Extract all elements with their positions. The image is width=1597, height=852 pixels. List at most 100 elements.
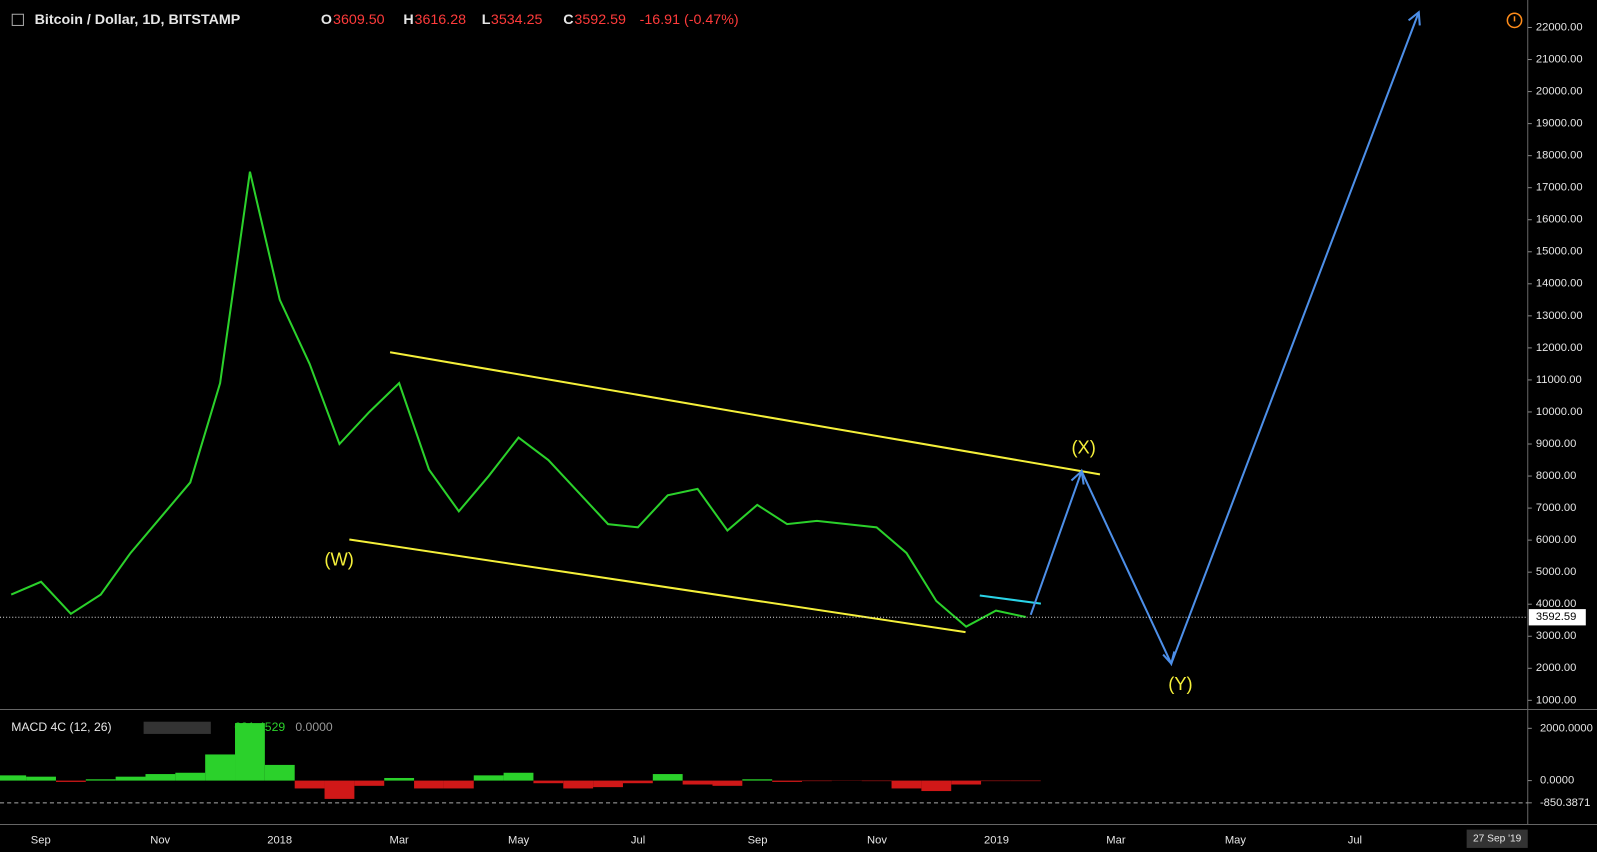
- projection-arrow: [1029, 11, 1420, 667]
- macd-bar: [652, 774, 683, 781]
- macd-bar: [324, 780, 355, 799]
- y-tick-label: 20000.00: [1536, 86, 1583, 98]
- macd-bar: [712, 780, 743, 786]
- date-label: 27 Sep '19: [1473, 833, 1522, 844]
- macd-bar: [861, 780, 892, 782]
- y-tick-label: -850.3871: [1540, 797, 1590, 809]
- ohlc-label: L: [482, 12, 491, 28]
- y-tick-label: 21000.00: [1536, 53, 1583, 65]
- indicator-buttons[interactable]: [143, 721, 211, 734]
- trend-line: [979, 594, 1042, 605]
- last-price-badge: [1528, 609, 1586, 626]
- ohlc-label: O: [321, 12, 332, 28]
- arrow-head: [1162, 651, 1176, 666]
- ohlc-value: 3609.50: [333, 12, 385, 28]
- macd-bar: [921, 780, 952, 792]
- macd-bar: [563, 780, 594, 789]
- x-tick-label: May: [1225, 835, 1247, 847]
- macd-bar: [55, 780, 86, 782]
- x-tick-label: Nov: [150, 835, 170, 847]
- macd-bar: [443, 780, 474, 789]
- y-tick-label: 14000.00: [1536, 278, 1583, 290]
- x-tick-label: Jul: [1348, 835, 1362, 847]
- macd-bar: [802, 780, 832, 782]
- ohlc-value: 3616.28: [415, 12, 467, 28]
- channel-line: [389, 351, 1101, 476]
- macd-bar: [981, 780, 1011, 782]
- x-tick-label: Mar: [1106, 835, 1126, 847]
- macd-bar: [384, 777, 415, 781]
- indicator-value: 0.0000: [295, 720, 333, 734]
- change: -16.91 (-0.47%): [640, 12, 739, 28]
- macd-bar: [682, 780, 713, 785]
- y-tick-label: 10000.00: [1536, 406, 1583, 418]
- macd-bar: [175, 772, 206, 781]
- y-tick-label: 16000.00: [1536, 214, 1583, 226]
- price-line: [10, 171, 1027, 628]
- ohlc-value: 3592.59: [574, 12, 626, 28]
- y-tick-label: 17000.00: [1536, 182, 1583, 194]
- y-tick-label: 9000.00: [1536, 438, 1576, 450]
- macd-bar: [26, 776, 56, 781]
- macd-bar: [772, 780, 803, 782]
- macd-bar: [85, 779, 116, 781]
- x-tick-label: Sep: [31, 835, 51, 847]
- y-tick-label: 13000.00: [1536, 310, 1583, 322]
- macd-bar: [0, 775, 27, 781]
- alert-icon[interactable]: [1506, 12, 1523, 29]
- macd-bar: [235, 723, 265, 781]
- wave-label: (X): [1071, 437, 1095, 458]
- y-tick-label: 5000.00: [1536, 566, 1576, 578]
- arrow-head: [1070, 469, 1085, 485]
- y-tick-label: 4000.00: [1536, 598, 1576, 610]
- macd-bar: [951, 780, 982, 785]
- macd-bar: [533, 780, 564, 784]
- y-tick-label: 2000.0000: [1540, 722, 1593, 734]
- symbol[interactable]: Bitcoin / Dollar, 1D, BITSTAMP: [35, 12, 241, 28]
- macd-bar: [593, 780, 623, 788]
- y-tick-label: 6000.00: [1536, 534, 1576, 546]
- macd-bar: [354, 780, 385, 786]
- macd-bar: [1010, 780, 1041, 782]
- y-tick-label: 0.0000: [1540, 775, 1574, 787]
- y-tick-label: 8000.00: [1536, 470, 1576, 482]
- last-price-label: 3592.59: [1536, 611, 1576, 623]
- ohlc-label: C: [563, 12, 573, 28]
- y-tick-label: 15000.00: [1536, 246, 1583, 258]
- x-tick-label: Sep: [748, 835, 768, 847]
- indicator-title[interactable]: MACD 4C (12, 26): [11, 720, 111, 734]
- y-tick-label: 19000.00: [1536, 118, 1583, 130]
- macd-bar: [115, 776, 146, 781]
- y-tick-label: 7000.00: [1536, 502, 1576, 514]
- x-tick-label: May: [508, 835, 530, 847]
- y-tick-label: 1000.00: [1536, 694, 1576, 706]
- macd-bar: [145, 774, 176, 781]
- arrow-head: [1407, 10, 1421, 26]
- macd-bar: [205, 754, 236, 781]
- macd-bar: [742, 779, 773, 781]
- macd-bar: [264, 764, 295, 781]
- y-tick-label: 3000.00: [1536, 630, 1576, 642]
- y-tick-label: 2000.00: [1536, 662, 1576, 674]
- wave-label: (W): [324, 549, 353, 570]
- wave-label: (Y): [1168, 673, 1192, 694]
- date-badge: [1466, 829, 1528, 848]
- header: Bitcoin / Dollar, 1D, BITSTAMP O 3609.50…: [35, 12, 739, 28]
- y-tick-label: 12000.00: [1536, 342, 1583, 354]
- y-tick-label: 18000.00: [1536, 150, 1583, 162]
- x-tick-label: Nov: [867, 835, 887, 847]
- macd-bar: [414, 780, 444, 789]
- collapse-icon[interactable]: [11, 13, 24, 26]
- x-tick-label: 2018: [267, 835, 292, 847]
- x-tick-label: Jul: [631, 835, 645, 847]
- ohlc-label: H: [403, 12, 413, 28]
- x-tick-label: 2019: [984, 835, 1009, 847]
- macd-bar: [473, 775, 504, 781]
- macd-bar: [622, 780, 653, 784]
- macd-bar: [503, 772, 534, 781]
- y-tick-label: 11000.00: [1536, 374, 1582, 386]
- y-tick-label: 22000.00: [1536, 21, 1583, 33]
- channel-line: [349, 538, 966, 634]
